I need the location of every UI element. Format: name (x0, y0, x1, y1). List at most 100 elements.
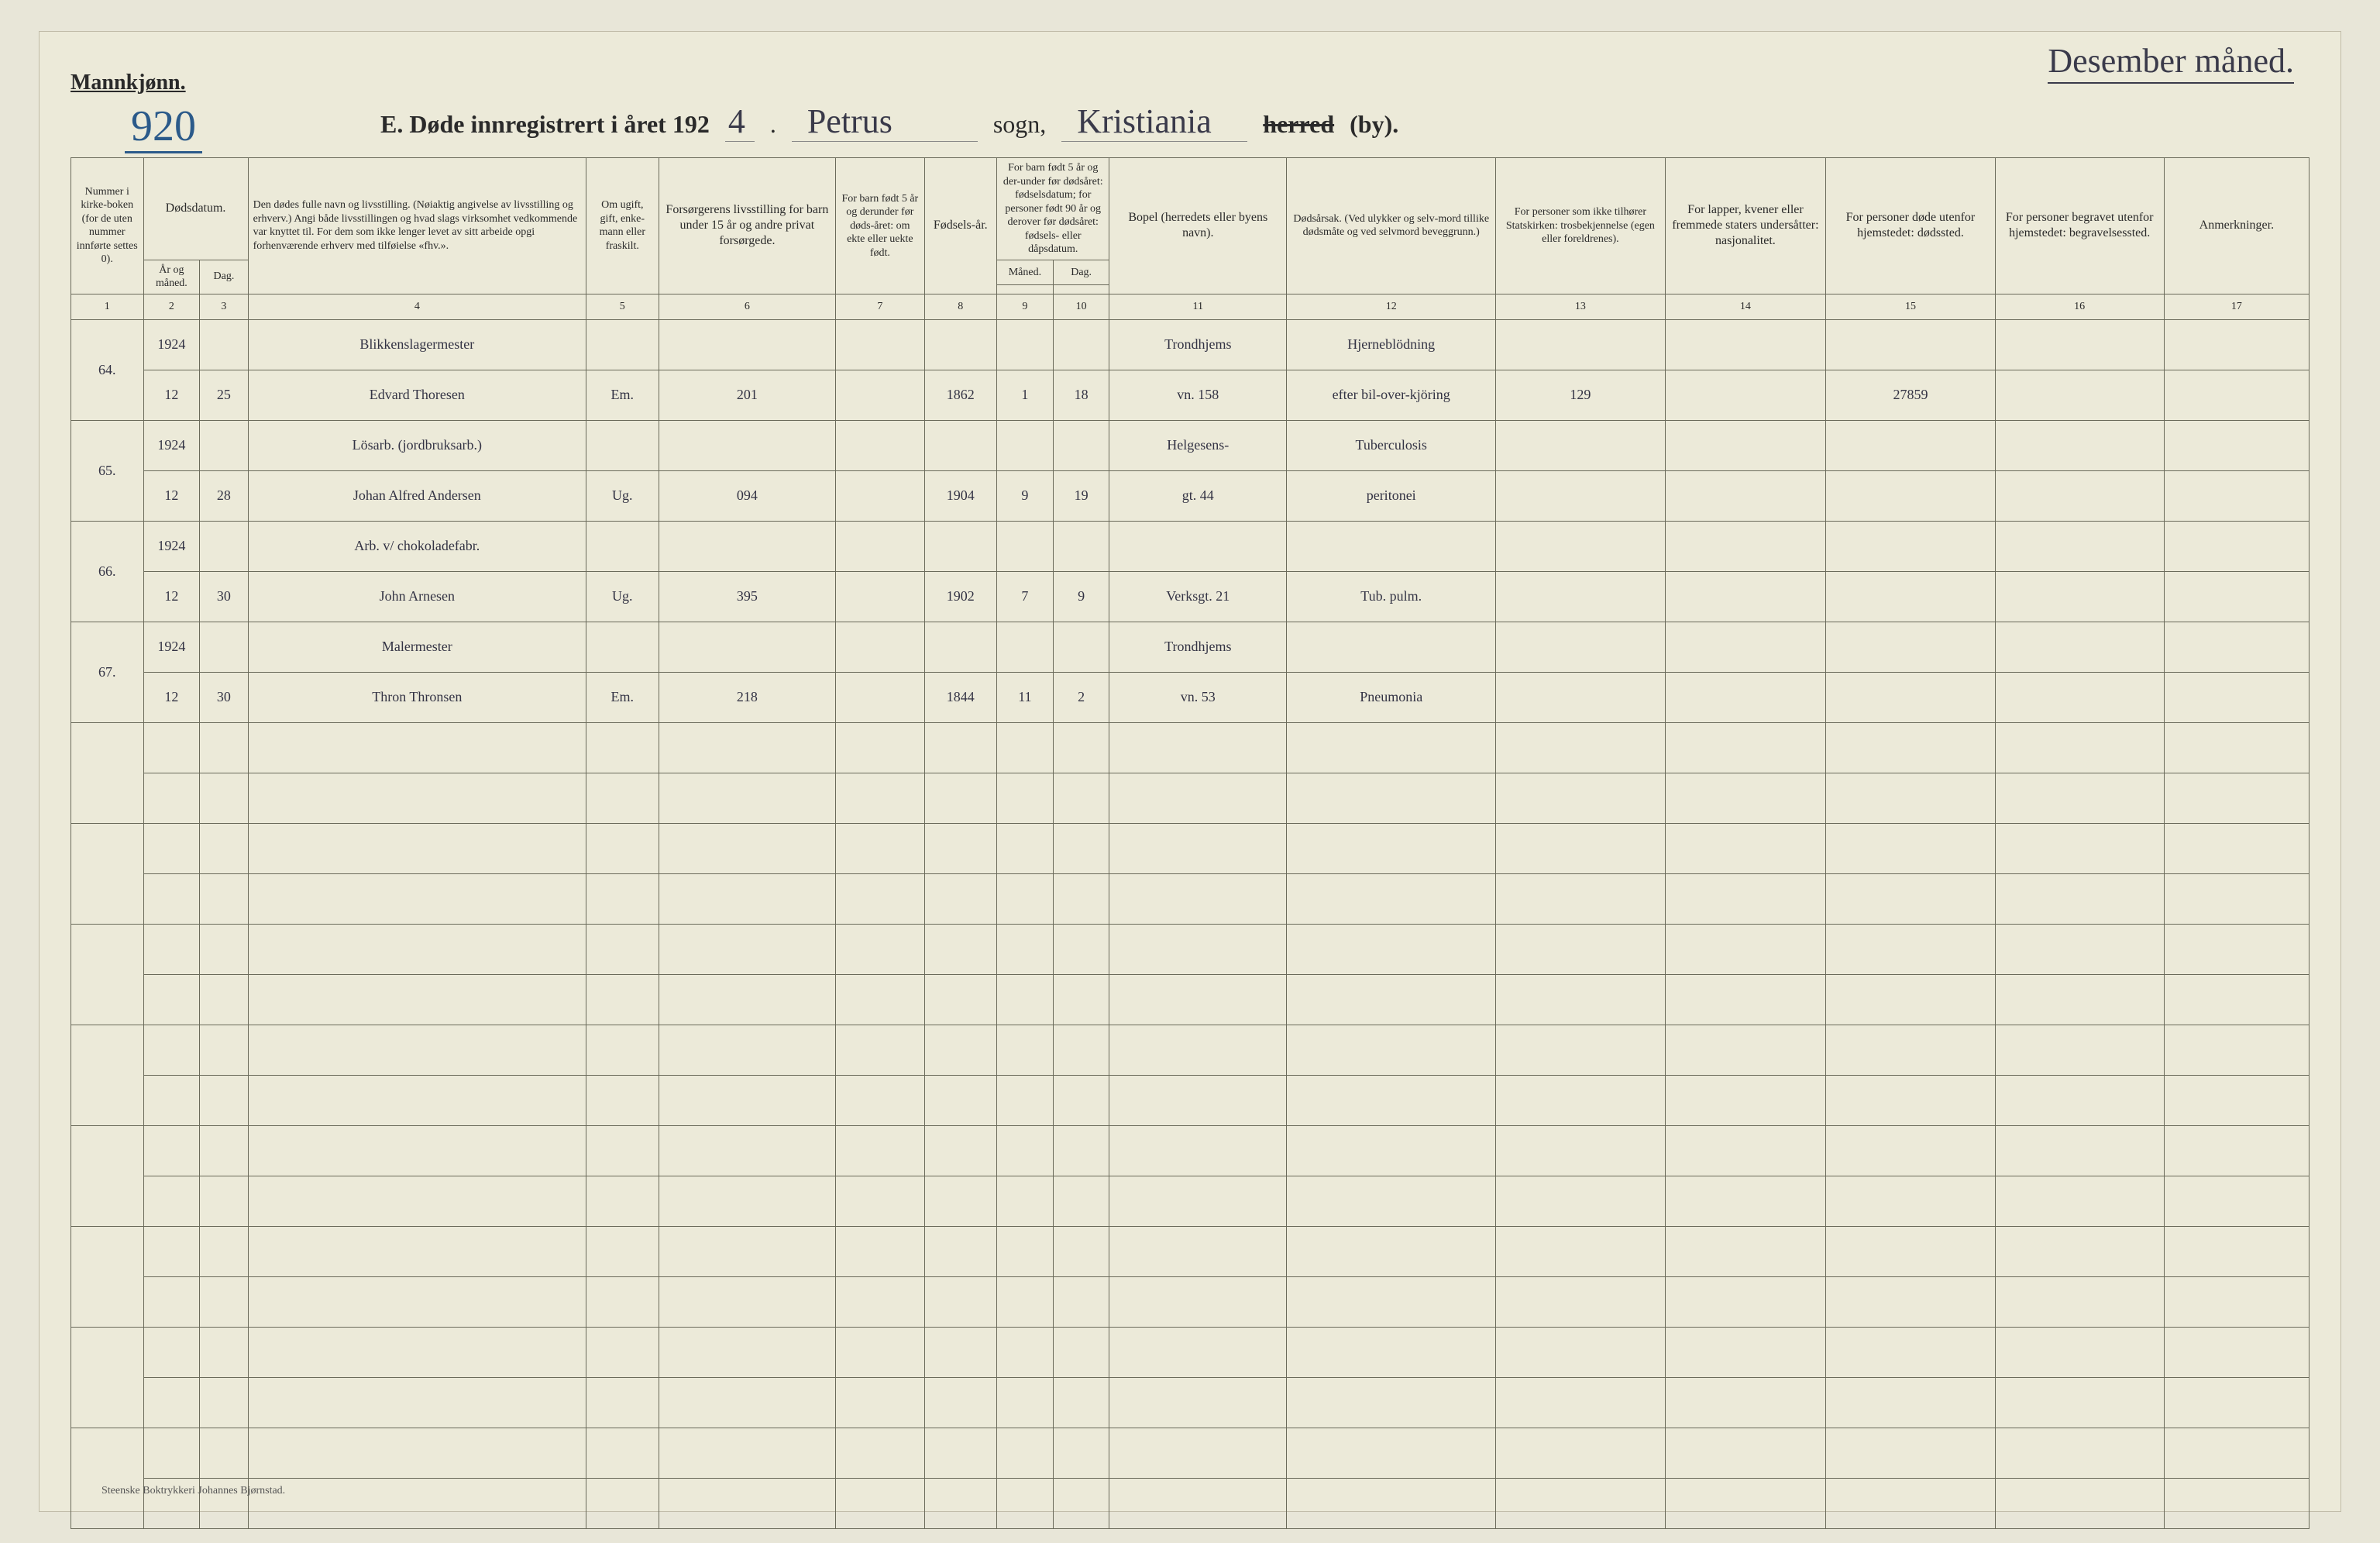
cell (586, 622, 659, 672)
cell (836, 420, 924, 470)
cell (1665, 622, 1826, 672)
table-head: Nummer i kirke-boken (for de uten nummer… (71, 158, 2309, 320)
col-header: For lapper, kvener eller fremmede stater… (1665, 158, 1826, 294)
by-label: (by). (1350, 110, 1398, 139)
cell: 28 (200, 470, 248, 521)
cell (1826, 521, 1995, 571)
cell (836, 470, 924, 521)
table-row (71, 1226, 2309, 1276)
cell: Hjerneblödning (1287, 319, 1496, 370)
col-header: For barn født 5 år og derunder før døds-… (836, 158, 924, 294)
cell (2164, 622, 2309, 672)
cell: 395 (659, 571, 836, 622)
cell: 12 (143, 571, 200, 622)
cell: Tub. pulm. (1287, 571, 1496, 622)
column-number: 7 (836, 294, 924, 319)
col-subheader: Dag. (1053, 260, 1109, 285)
col-header: Fødsels-år. (924, 158, 997, 294)
cell (1826, 672, 1995, 722)
cell (2164, 370, 2309, 420)
table-row (71, 1276, 2309, 1327)
col-header: For personer begravet utenfor hjemstedet… (1995, 158, 2164, 294)
cell: 12 (143, 470, 200, 521)
cell: 30 (200, 571, 248, 622)
month-note: Desember måned. (2048, 41, 2294, 84)
cell (997, 521, 1054, 571)
cell: 66. (71, 521, 144, 622)
gender-label: Mannkjønn. (71, 71, 186, 95)
cell: Ug. (586, 571, 659, 622)
cell (1665, 470, 1826, 521)
by-value: Kristiania (1061, 102, 1247, 142)
cell: 2 (1053, 672, 1109, 722)
cell: 30 (200, 672, 248, 722)
cell (1826, 571, 1995, 622)
cell: Edvard Thoresen (248, 370, 586, 420)
title-prefix: E. Døde innregistrert i året 192 (380, 110, 710, 139)
table-row: 1230John ArnesenUg.395190279Verksgt. 21T… (71, 571, 2309, 622)
cell (1665, 571, 1826, 622)
table-row (71, 1428, 2309, 1478)
cell (1826, 470, 1995, 521)
cell: 218 (659, 672, 836, 722)
cell (836, 319, 924, 370)
page-number: 920 (125, 102, 202, 153)
table-row (71, 823, 2309, 873)
cell: 12 (143, 672, 200, 722)
cell: 129 (1496, 370, 1665, 420)
cell (836, 672, 924, 722)
ledger-page: Desember måned. Mannkjønn. 920 E. Døde i… (39, 31, 2341, 1512)
cell: Em. (586, 672, 659, 722)
col-header: Dødsdatum. (143, 158, 248, 260)
column-number: 4 (248, 294, 586, 319)
printer-footer: Steenske Boktrykkeri Johannes Bjørnstad. (101, 1485, 285, 1497)
col-header: Om ugift, gift, enke-mann eller fraskilt… (586, 158, 659, 294)
cell (1053, 420, 1109, 470)
column-number: 16 (1995, 294, 2164, 319)
cell (1665, 672, 1826, 722)
cell (1995, 571, 2164, 622)
cell: 1924 (143, 622, 200, 672)
cell (2164, 672, 2309, 722)
cell (924, 622, 997, 672)
sogn-label: sogn, (993, 110, 1046, 139)
col-header: For personer som ikke tilhører Statskirk… (1496, 158, 1665, 294)
col-header: Anmerkninger. (2164, 158, 2309, 294)
sogn-value: Petrus (792, 102, 978, 142)
cell (586, 521, 659, 571)
table-row (71, 1478, 2309, 1528)
cell (1995, 370, 2164, 420)
cell (1665, 319, 1826, 370)
cell (1287, 622, 1496, 672)
cell (924, 521, 997, 571)
cell (586, 420, 659, 470)
cell: Trondhjems (1109, 319, 1287, 370)
col-header: For personer døde utenfor hjemstedet: dø… (1826, 158, 1995, 294)
cell: Thron Thronsen (248, 672, 586, 722)
cell (2164, 521, 2309, 571)
table-row (71, 1075, 2309, 1125)
table-row: 1228Johan Alfred AndersenUg.0941904919gt… (71, 470, 2309, 521)
cell (1826, 420, 1995, 470)
cell (1995, 319, 2164, 370)
column-number: 10 (1053, 294, 1109, 319)
cell: 65. (71, 420, 144, 521)
col-subheader: Måned. (997, 260, 1054, 285)
cell: 12 (143, 370, 200, 420)
cell: 25 (200, 370, 248, 420)
cell: 1904 (924, 470, 997, 521)
cell: Pneumonia (1287, 672, 1496, 722)
cell (836, 622, 924, 672)
column-number-row: 1234567891011121314151617 (71, 294, 2309, 319)
cell (200, 622, 248, 672)
cell (2164, 571, 2309, 622)
cell: Arb. v/ chokoladefabr. (248, 521, 586, 571)
cell (659, 319, 836, 370)
cell: 1924 (143, 420, 200, 470)
col-header: Nummer i kirke-boken (for de uten nummer… (71, 158, 144, 294)
cell: 11 (997, 672, 1054, 722)
cell (1826, 622, 1995, 672)
cell (1995, 521, 2164, 571)
table-row (71, 1125, 2309, 1176)
cell (1665, 420, 1826, 470)
